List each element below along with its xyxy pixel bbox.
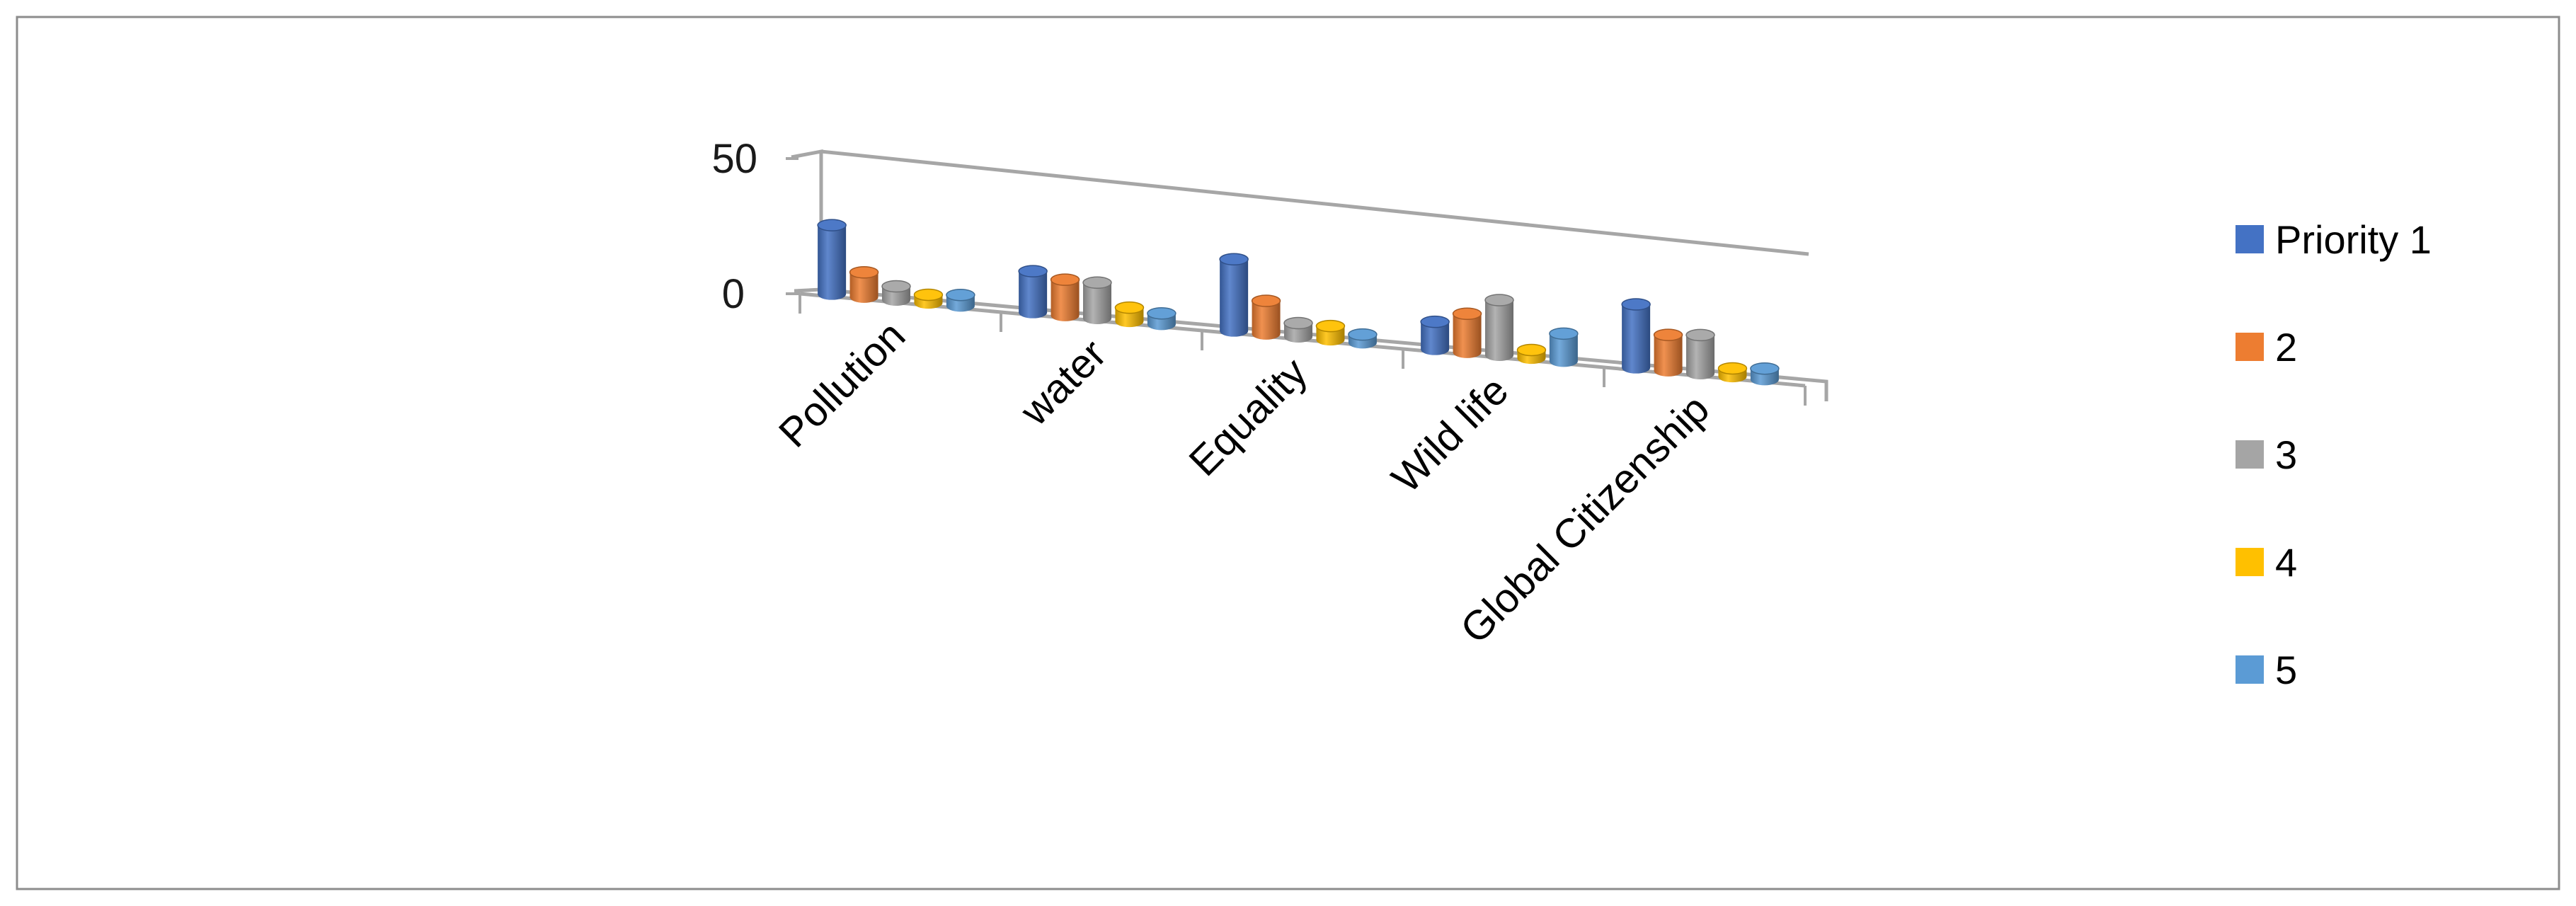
legend-label: 5 — [2275, 648, 2297, 692]
legend-item-5: 5 — [2236, 648, 2297, 692]
bar-wild-life-5 — [1549, 327, 1579, 367]
bar-pollution-3 — [881, 280, 911, 306]
legend-item-4: 4 — [2236, 540, 2297, 585]
bar-equality-5 — [1348, 328, 1378, 349]
y-axis-labels: 0 50 — [711, 136, 757, 317]
bar-wild-life-3 — [1484, 294, 1514, 361]
chart-bars — [817, 219, 1780, 386]
legend-label: 2 — [2275, 325, 2297, 369]
legend: Priority 1 2 3 4 5 — [2236, 217, 2432, 692]
bar-water-3 — [1082, 276, 1112, 324]
bar-global-citizenship-5 — [1750, 362, 1780, 386]
chart-frame — [16, 16, 2560, 890]
legend-swatch — [2236, 655, 2264, 684]
legend-swatch — [2236, 440, 2264, 469]
legend-swatch — [2236, 548, 2264, 576]
legend-label: 4 — [2275, 540, 2297, 585]
bar-equality-priority-1 — [1219, 253, 1249, 337]
legend-item-2: 2 — [2236, 325, 2297, 369]
legend-item-priority-1: Priority 1 — [2236, 217, 2432, 262]
y-label-50: 50 — [711, 136, 757, 182]
bar-water-4 — [1114, 301, 1145, 328]
bar-pollution-5 — [946, 288, 975, 312]
bar-equality-4 — [1315, 319, 1346, 346]
bar-global-citizenship-2 — [1653, 328, 1683, 377]
legend-label: 3 — [2275, 432, 2297, 477]
bar-pollution-priority-1 — [817, 219, 847, 300]
bar-water-5 — [1147, 306, 1177, 331]
y-label-0: 0 — [722, 271, 745, 317]
bar-water-priority-1 — [1018, 265, 1048, 319]
bar-equality-3 — [1283, 316, 1313, 343]
bar-pollution-4 — [913, 288, 944, 309]
bar-pollution-2 — [849, 265, 879, 303]
bar-global-citizenship-4 — [1717, 362, 1748, 383]
legend-swatch — [2236, 225, 2264, 253]
legend-label: Priority 1 — [2275, 217, 2432, 262]
bar-wild-life-4 — [1516, 343, 1547, 365]
legend-swatch — [2236, 333, 2264, 361]
bar-equality-2 — [1251, 294, 1281, 340]
back-wall-top-edge — [820, 149, 1809, 256]
legend-item-3: 3 — [2236, 432, 2297, 477]
bar-water-2 — [1050, 273, 1080, 321]
bar-global-citizenship-priority-1 — [1621, 298, 1651, 374]
bar-wild-life-priority-1 — [1420, 315, 1450, 355]
bar-wild-life-2 — [1452, 307, 1482, 358]
bar-global-citizenship-3 — [1685, 328, 1715, 379]
